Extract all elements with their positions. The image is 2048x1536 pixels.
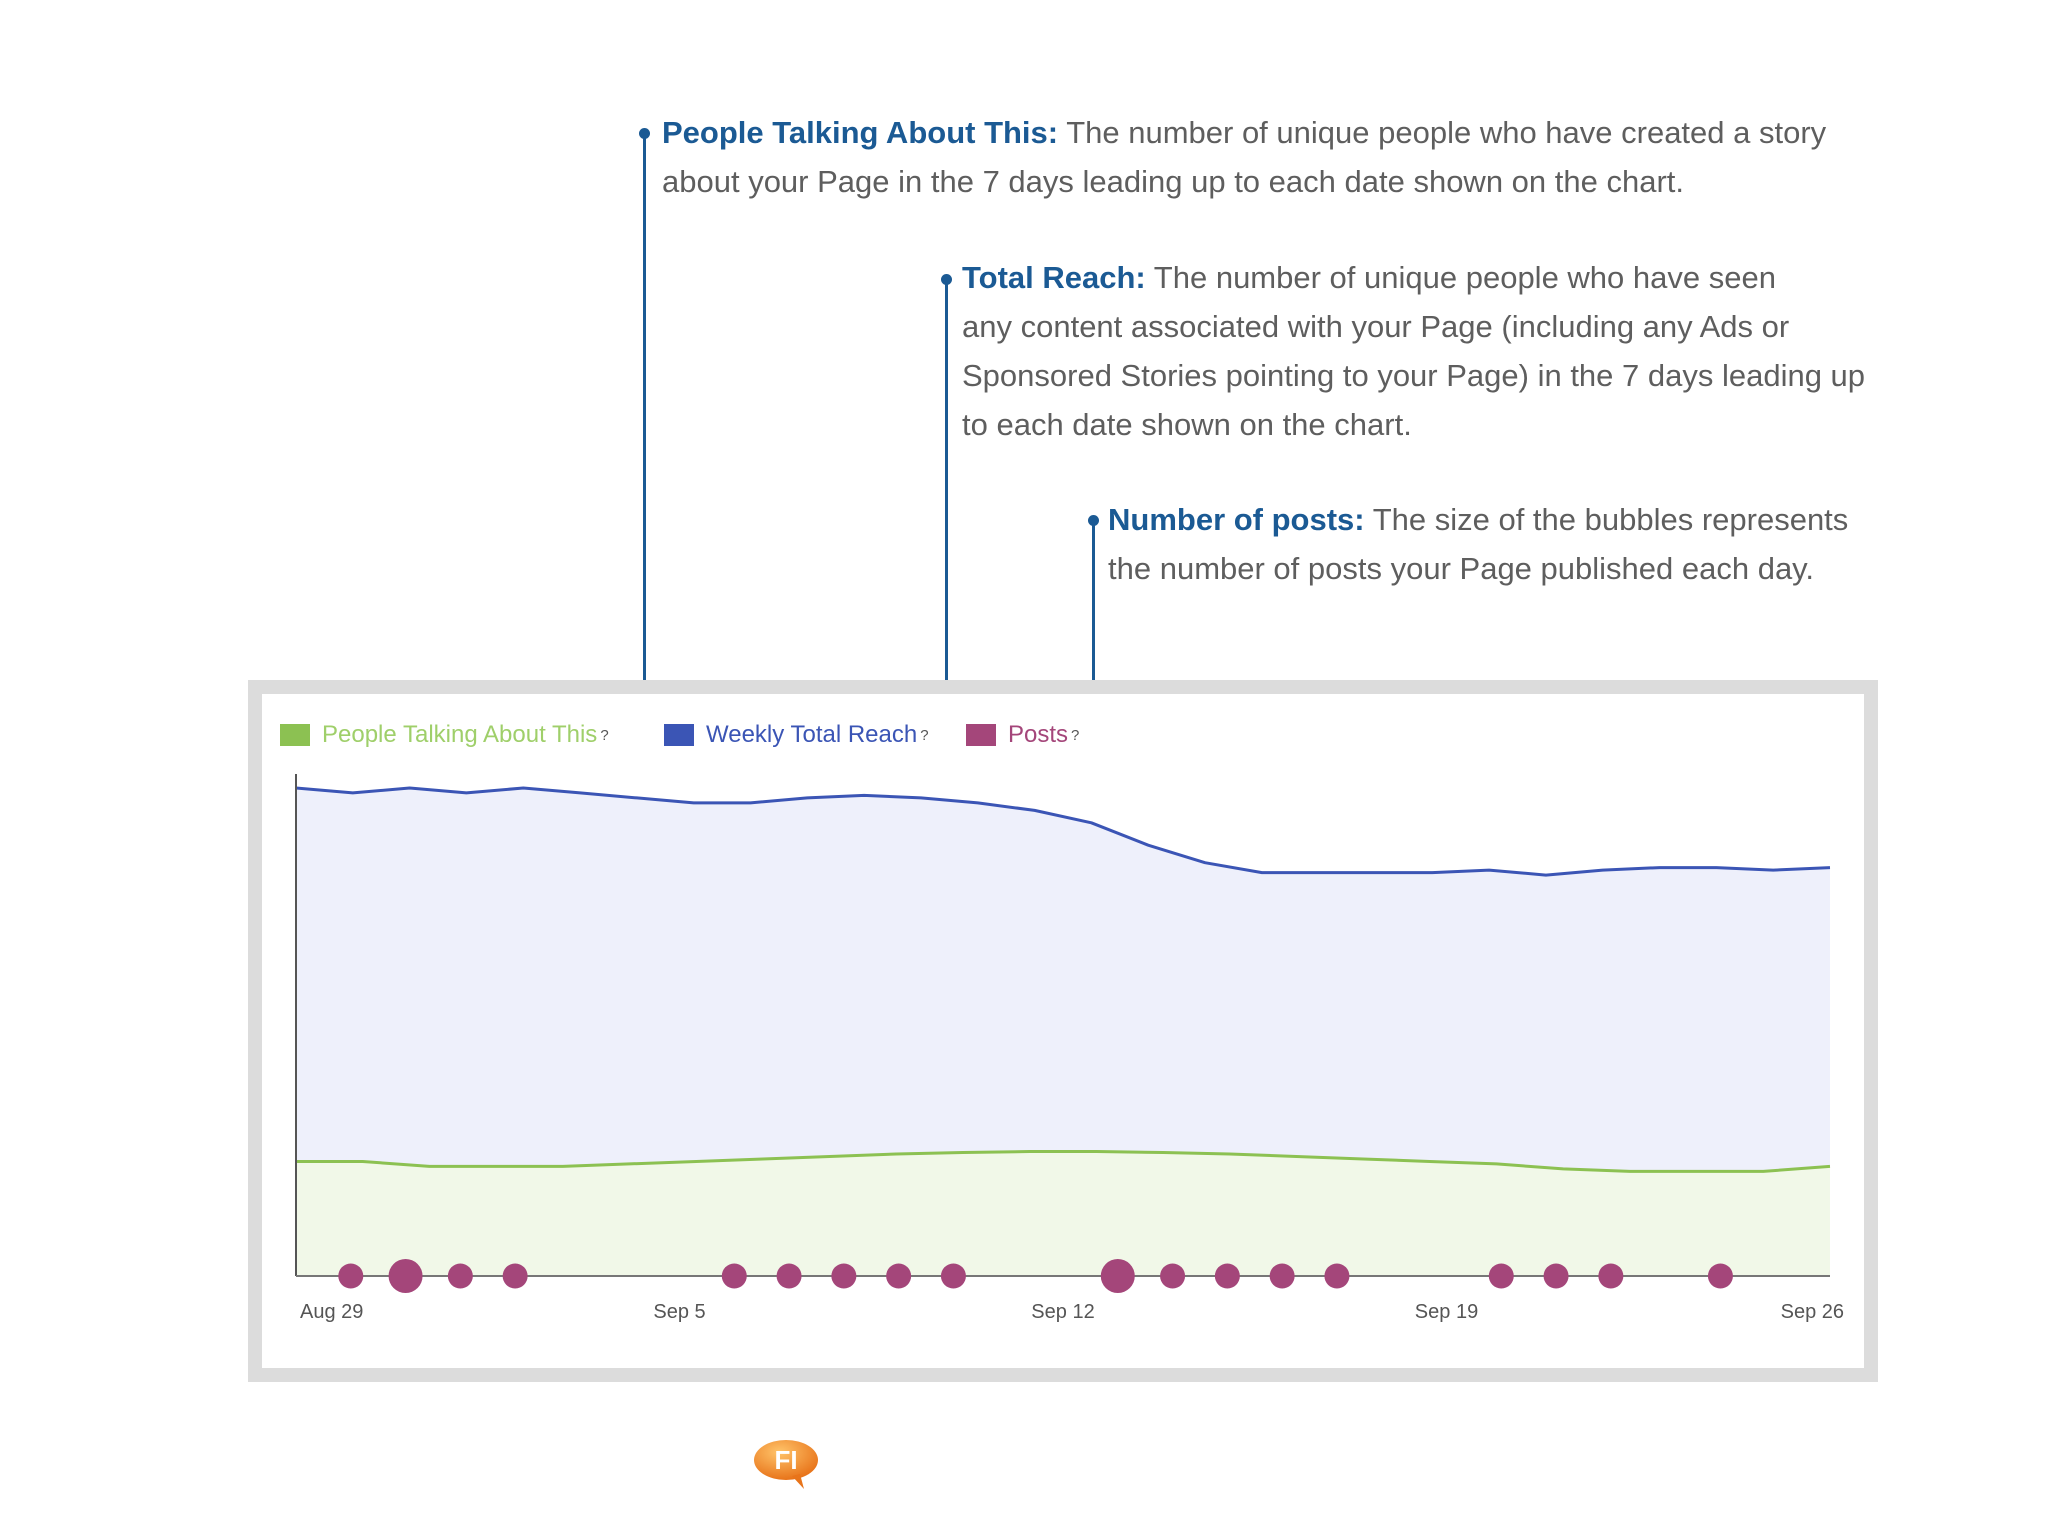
help-icon[interactable]: ?: [1071, 726, 1080, 744]
post-bubble: [776, 1263, 802, 1289]
callout-text: The number of unique people who have see…: [1153, 260, 1776, 295]
post-bubble: [502, 1263, 528, 1289]
x-tick-label: Aug 29: [300, 1301, 363, 1323]
help-icon[interactable]: ?: [920, 726, 929, 744]
legend-posts[interactable]: Posts ?: [966, 720, 1079, 750]
legend-people-talking[interactable]: People Talking About This ?: [280, 720, 609, 750]
post-bubble: [1543, 1263, 1569, 1289]
post-bubble: [1100, 1259, 1135, 1293]
callout-term: People Talking About This:: [662, 115, 1059, 150]
leader-line: [1092, 521, 1095, 744]
logo-text: FI: [774, 1445, 797, 1475]
callout-people-talking: People Talking About This: The number of…: [662, 108, 1826, 206]
ptat-series-area: [296, 1151, 1830, 1276]
callout-text: to each date shown on the chart.: [962, 407, 1412, 442]
fi-logo-icon: FI: [754, 1440, 818, 1489]
post-bubble: [1214, 1263, 1240, 1289]
legend-swatch-posts: [966, 724, 996, 746]
callout-text: The size of the bubbles represents: [1372, 502, 1849, 537]
callout-text: about your Page in the 7 days leading up…: [662, 164, 1685, 199]
x-tick-label: Sep 5: [653, 1301, 705, 1323]
legend-weekly-total-reach[interactable]: Weekly Total Reach ?: [664, 720, 929, 750]
post-bubble: [1598, 1263, 1624, 1289]
post-bubble: [338, 1263, 364, 1289]
callout-text: The number of unique people who have cre…: [1066, 115, 1827, 150]
post-bubble: [886, 1263, 912, 1289]
post-bubble: [447, 1263, 473, 1289]
post-bubble: [1488, 1263, 1514, 1289]
chart-plot: Aug 29 Sep 5 Sep 12 Sep 19 Sep 26: [295, 774, 1844, 1323]
post-bubble: [1160, 1263, 1186, 1289]
leader-dot: [639, 128, 650, 139]
x-tick-label: Sep 26: [1781, 1301, 1844, 1323]
leader-dot: [1088, 515, 1099, 526]
post-bubble: [388, 1259, 423, 1293]
leader-line: [945, 280, 948, 744]
callout-term: Total Reach:: [962, 260, 1146, 295]
post-bubble: [721, 1263, 747, 1289]
callout-text: Sponsored Stories pointing to your Page)…: [962, 358, 1866, 393]
legend-label: People Talking About This: [322, 721, 598, 748]
ptat-series-line: [296, 1150, 1831, 1173]
legend-label: Posts: [1008, 721, 1069, 748]
callout-text: any content associated with your Page (i…: [962, 309, 1790, 344]
chart-panel: People Talking About This ? Weekly Total…: [262, 694, 1864, 1368]
legend-swatch-weekly-total-reach: [664, 724, 694, 746]
help-icon[interactable]: ?: [600, 726, 609, 744]
callout-number-of-posts: Number of posts: The size of the bubbles…: [1108, 495, 1848, 593]
legend-swatch-people-talking: [280, 724, 310, 746]
post-bubble: [831, 1263, 857, 1289]
chart-frame: People Talking About This ? Weekly Total…: [248, 680, 1878, 1382]
reach-series-area: [296, 788, 1830, 1276]
x-tick-label: Sep 19: [1415, 1301, 1478, 1323]
post-bubble: [940, 1263, 966, 1289]
leader-line: [643, 134, 646, 744]
x-tick-label: Sep 12: [1031, 1301, 1094, 1323]
callout-term: Number of posts:: [1108, 502, 1365, 537]
callout-total-reach: Total Reach: The number of unique people…: [962, 253, 1865, 449]
post-bubble: [1324, 1263, 1350, 1289]
callout-text: the number of posts your Page published …: [1108, 551, 1814, 586]
leader-dot: [941, 274, 952, 285]
reach-series-line: [295, 786, 1831, 877]
legend-label: Weekly Total Reach: [706, 721, 918, 748]
post-bubble: [1269, 1263, 1295, 1289]
post-bubble: [1707, 1263, 1733, 1289]
